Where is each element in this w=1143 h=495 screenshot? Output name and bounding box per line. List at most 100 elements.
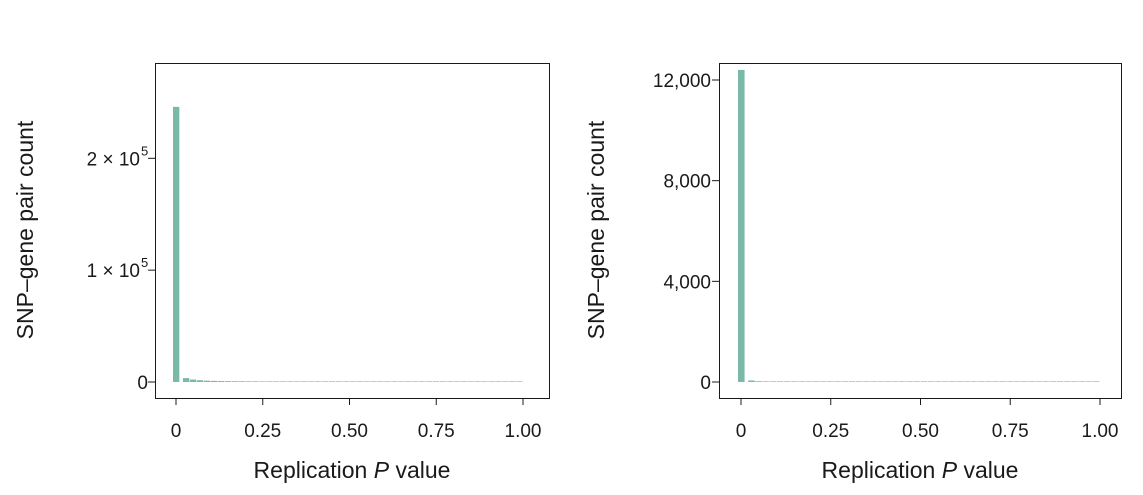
histogram-bar xyxy=(970,381,978,382)
histogram-bar xyxy=(738,69,745,383)
histogram-bar xyxy=(1092,381,1100,382)
x-tick-label: 0 xyxy=(736,421,747,442)
histogram-bar xyxy=(210,380,218,382)
histogram-bar xyxy=(1049,381,1057,382)
y-tick-label: 0 xyxy=(700,373,711,394)
histogram-bar xyxy=(321,381,329,382)
histogram-bar xyxy=(370,381,377,382)
histogram-bar xyxy=(1056,381,1064,382)
histogram-bar xyxy=(784,381,791,382)
histogram-bar xyxy=(1013,381,1021,382)
histogram-bar xyxy=(509,381,516,382)
histogram-bar xyxy=(411,381,419,382)
histogram-bar xyxy=(762,381,770,382)
histogram-bar xyxy=(1006,381,1014,382)
x-tick-label: 0.50 xyxy=(331,421,368,442)
y-tick-label: 1 × 10 xyxy=(87,261,140,282)
y-tick-label: 0 xyxy=(137,373,148,394)
histogram-bar xyxy=(963,381,971,382)
histogram-bar xyxy=(474,381,481,382)
histogram-bar xyxy=(384,381,391,382)
histogram-bar xyxy=(453,381,460,382)
histogram-bar xyxy=(300,381,308,382)
histogram-bar xyxy=(328,381,336,382)
histogram-bar xyxy=(363,381,370,382)
histogram-bar xyxy=(502,381,509,382)
histogram-bar xyxy=(266,381,273,382)
histogram-bar xyxy=(1035,381,1042,382)
histogram-bar xyxy=(356,381,363,382)
histogram-bar xyxy=(855,381,863,382)
histogram-bar xyxy=(314,381,322,382)
histogram-bar xyxy=(985,381,992,382)
x-tick-label: 0 xyxy=(171,421,182,442)
x-tick-label: 0.25 xyxy=(244,421,281,442)
histogram-bar xyxy=(293,381,301,382)
histogram-bar xyxy=(1021,381,1028,382)
histogram-bar xyxy=(769,381,777,382)
histogram-bar xyxy=(776,381,784,382)
x-tick-label: 0.75 xyxy=(418,421,455,442)
histogram-bar xyxy=(203,380,211,382)
histogram-bar xyxy=(1064,381,1071,382)
histogram-bar xyxy=(877,381,884,382)
histogram-bar xyxy=(992,381,999,382)
histogram-bar xyxy=(977,381,985,382)
histogram-bar xyxy=(245,381,252,382)
x-tick-label: 0.50 xyxy=(902,421,939,442)
plot-frame xyxy=(719,63,1122,399)
histogram-bar xyxy=(805,381,813,382)
histogram-bar xyxy=(891,381,899,382)
histogram-bar xyxy=(913,381,920,382)
x-tick-label: 1.00 xyxy=(1082,421,1119,442)
right-histogram-panel: 0 0.25 0.50 0.75 1.00 0 4,000 8,000 12,000 SNP–ge… xyxy=(583,63,1122,483)
histogram-bar xyxy=(196,380,204,382)
plot-frame xyxy=(155,63,550,399)
histogram-bar xyxy=(349,381,356,382)
histogram-bar xyxy=(927,381,935,382)
histogram-bar xyxy=(182,378,190,382)
histogram-bar xyxy=(259,381,266,382)
histogram-bar xyxy=(999,381,1007,382)
histogram-bar xyxy=(446,381,453,382)
histogram-bar xyxy=(748,380,755,382)
histogram-bar xyxy=(755,381,762,382)
histogram-bar xyxy=(1085,381,1093,382)
y-tick-label: 2 × 10 xyxy=(87,149,140,170)
y-axis-label: SNP–gene pair count xyxy=(583,120,609,339)
histogram-bar xyxy=(287,381,294,382)
histogram-bar xyxy=(418,381,426,382)
histogram-bar xyxy=(391,381,398,382)
histogram-bar xyxy=(1078,381,1086,382)
histogram-bar xyxy=(791,381,798,382)
histogram-bar xyxy=(920,381,928,382)
histogram-bar xyxy=(398,381,405,382)
histogram-bar xyxy=(377,381,384,382)
histogram-bar xyxy=(481,381,488,382)
histogram-bar xyxy=(173,106,180,382)
histogram-bar xyxy=(812,381,820,382)
histogram-bar xyxy=(238,381,245,382)
histogram-bar xyxy=(834,381,841,382)
histogram-bar xyxy=(870,381,877,382)
x-axis-label: Replication P value xyxy=(822,457,1019,483)
histogram-bar xyxy=(460,381,467,382)
y-tick-label: 12,000 xyxy=(653,71,711,92)
histogram-bar xyxy=(956,381,963,382)
histogram-bar xyxy=(342,381,349,382)
x-tick-label: 0.25 xyxy=(812,421,849,442)
histogram-bar xyxy=(906,381,913,382)
histogram-bar xyxy=(884,381,892,382)
y-tick-exponent: 5 xyxy=(141,255,148,270)
histogram-bar xyxy=(280,381,287,382)
y-tick-label: 8,000 xyxy=(663,172,711,193)
y-axis-label: SNP–gene pair count xyxy=(12,120,38,339)
histogram-bar xyxy=(425,381,433,382)
histogram-bar xyxy=(841,381,849,382)
histogram-bar xyxy=(439,381,447,382)
y-tick-label: 4,000 xyxy=(663,272,711,293)
histogram-bar xyxy=(863,381,870,382)
x-axis-label: Replication P value xyxy=(254,457,451,483)
